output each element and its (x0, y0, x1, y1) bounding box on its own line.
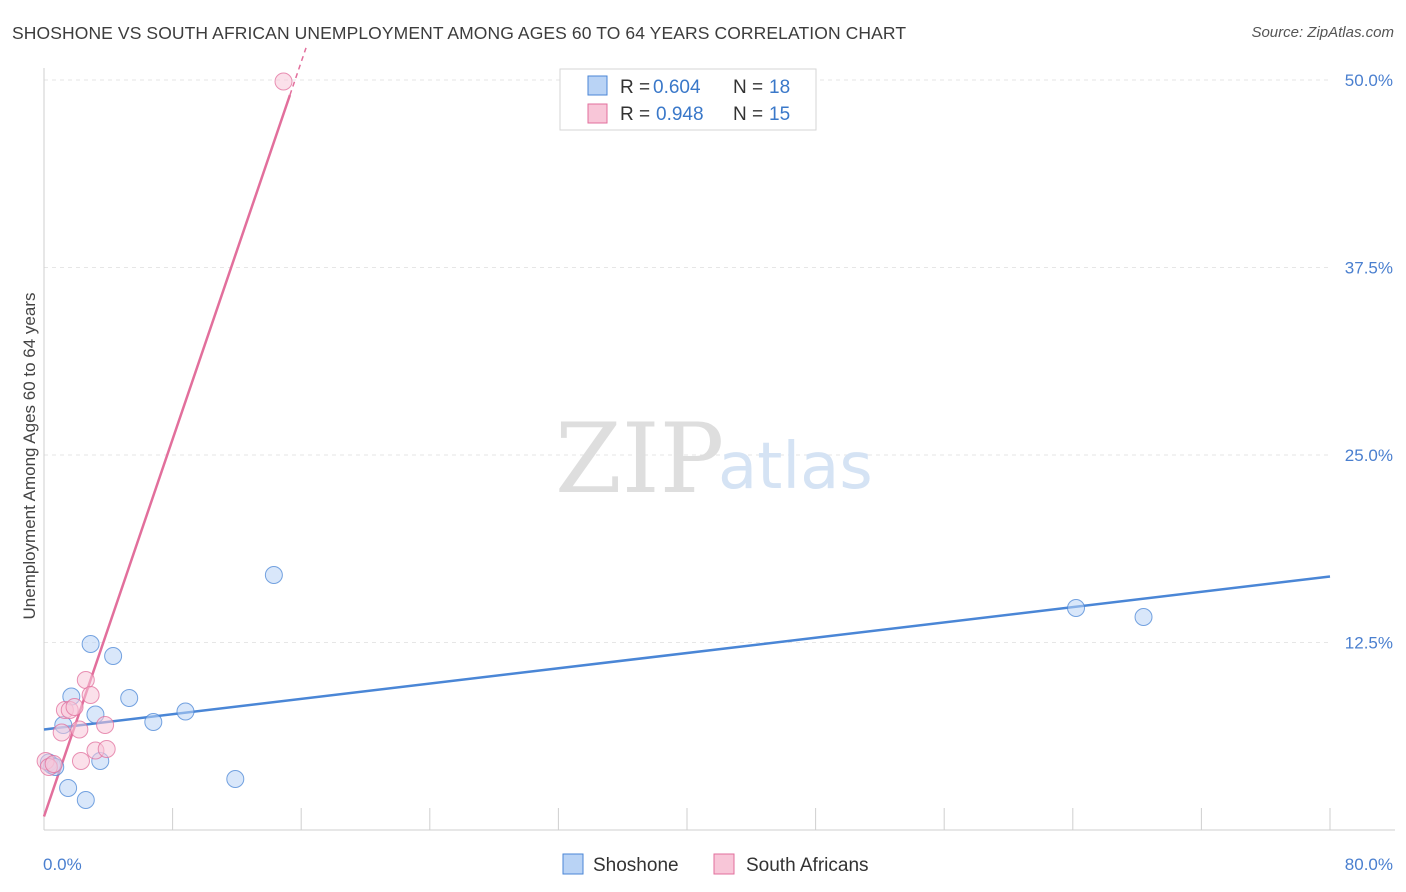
shoshone-n-value: 18 (769, 77, 790, 98)
watermark: ZIP atlas (555, 403, 873, 515)
shoshone-r-value: 0.604 (653, 77, 701, 98)
axes (43, 68, 1395, 831)
south-africans-n-label: N = (733, 104, 763, 125)
shoshone-trend-line (43, 575, 1331, 731)
legend-swatch-south-africans (713, 853, 735, 875)
south-africans-point-14 (274, 72, 293, 91)
legend-label-shoshone: Shoshone (593, 855, 679, 876)
south-africans-r-value: 0.948 (656, 104, 704, 125)
legend-swatch-shoshone (562, 853, 584, 875)
shoshone-point-6 (76, 791, 95, 809)
x-tick-label-0: 0.0% (43, 855, 82, 874)
shoshone-point-7 (81, 635, 100, 653)
south-africans-point-9 (76, 671, 95, 689)
south-africans-point-12 (96, 716, 115, 734)
shoshone-point-13 (176, 702, 195, 721)
data-points (36, 72, 1153, 809)
shoshone-point-15 (264, 566, 283, 584)
shoshone-n-label: N = (733, 77, 763, 98)
chart-title: SHOSHONE VS SOUTH AFRICAN UNEMPLOYMENT A… (12, 23, 907, 43)
legend-label-south-africans: South Africans (746, 855, 869, 876)
shoshone-point-4 (59, 779, 78, 797)
south-africans-point-7 (70, 720, 89, 739)
watermark-atlas: atlas (718, 430, 873, 504)
south-africans-n-value: 15 (769, 104, 790, 125)
south-africans-point-6 (65, 698, 84, 716)
series-legend: Shoshone South Africans (562, 853, 869, 876)
south-africans-point-8 (71, 752, 90, 770)
y-tick-label-1: 25.0% (1345, 446, 1393, 465)
y-tick-label-3: 50.0% (1345, 71, 1393, 90)
x-tick-labels: 0.0% 80.0% (43, 855, 1393, 874)
grid-lines (44, 79, 1330, 643)
south-africans-point-2 (44, 755, 63, 773)
shoshone-point-10 (104, 647, 123, 665)
shoshone-point-17 (1134, 608, 1153, 626)
y-tick-label-0: 12.5% (1345, 634, 1393, 653)
south-africans-legend-swatch (587, 103, 608, 124)
stats-legend: R = 0.604 N = 18 R = 0.948 N = 15 (559, 68, 817, 131)
chart-source: Source: ZipAtlas.com (1251, 24, 1394, 41)
x-tick-label-1: 80.0% (1345, 855, 1393, 874)
shoshone-point-11 (120, 689, 139, 707)
south-africans-r-label: R = (620, 104, 650, 125)
shoshone-legend-swatch (587, 75, 608, 96)
shoshone-r-label: R = (620, 77, 650, 98)
south-africans-point-10 (81, 686, 100, 704)
watermark-zip: ZIP (555, 403, 724, 515)
y-tick-label-2: 37.5% (1345, 259, 1393, 278)
south-africans-trend-extension (289, 47, 307, 96)
shoshone-point-14 (226, 770, 245, 788)
y-axis-title: Unemployment Among Ages 60 to 64 years (20, 293, 39, 620)
south-africans-point-13 (97, 740, 116, 758)
y-tick-labels: 12.5% 25.0% 37.5% 50.0% (1345, 71, 1393, 653)
south-africans-point-3 (52, 723, 71, 742)
shoshone-point-12 (144, 713, 163, 731)
shoshone-point-16 (1067, 599, 1086, 617)
